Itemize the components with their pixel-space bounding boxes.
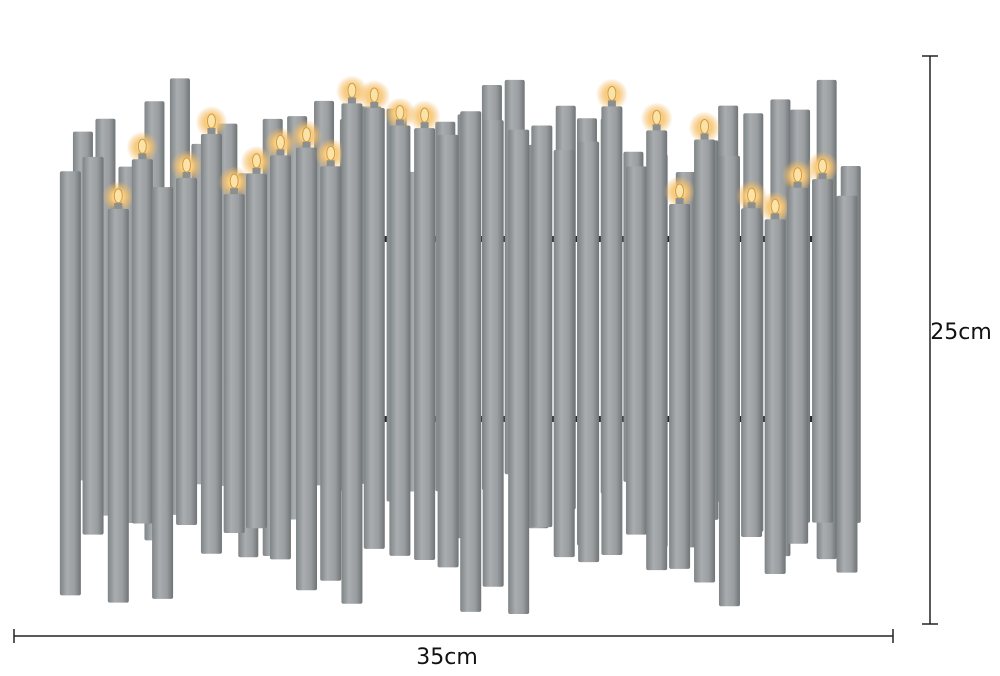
candle-cap <box>675 198 684 207</box>
bulb <box>113 188 123 204</box>
width-label: 35cm <box>416 645 478 670</box>
bulb <box>182 157 192 173</box>
tube <box>625 166 647 535</box>
tube <box>246 173 268 529</box>
tube <box>812 179 834 523</box>
tube <box>836 195 858 573</box>
candle-cap <box>326 160 335 169</box>
bulb <box>607 85 617 101</box>
tube <box>152 187 174 599</box>
tube <box>437 134 459 568</box>
tube <box>176 177 198 525</box>
bulb <box>369 87 379 103</box>
bulb <box>420 107 430 123</box>
tube <box>601 106 623 556</box>
tube <box>269 155 291 560</box>
candle-cap <box>420 122 429 131</box>
candle-cap <box>276 149 285 158</box>
bulb <box>395 104 405 120</box>
tube <box>389 125 411 556</box>
tube <box>718 155 740 607</box>
candle-cap <box>302 141 311 150</box>
bulb <box>206 113 216 129</box>
candle-cap <box>114 202 123 211</box>
wall-sconce <box>59 75 861 615</box>
tube <box>200 134 222 554</box>
candle-cap <box>207 128 216 137</box>
bulb <box>347 82 357 98</box>
bulb <box>137 138 147 154</box>
bulb <box>675 183 685 199</box>
bulb <box>252 153 262 169</box>
tube <box>508 129 530 615</box>
candle-cap <box>138 153 147 162</box>
tube <box>787 187 809 544</box>
candle-cap <box>182 171 191 180</box>
candle-cap <box>607 100 616 109</box>
bulb <box>229 173 239 189</box>
candle-cap <box>652 124 661 133</box>
tube <box>460 111 482 612</box>
bulb <box>700 118 710 134</box>
candle-cap <box>747 202 756 211</box>
tube <box>764 219 786 574</box>
candle-cap <box>252 167 261 176</box>
bulb <box>747 187 757 203</box>
tube <box>320 166 342 581</box>
tube <box>741 208 763 537</box>
candle-cap <box>793 181 802 190</box>
tube <box>59 171 81 596</box>
tube <box>341 103 363 604</box>
height-dimension: 25cm <box>922 55 992 625</box>
height-label: 25cm <box>930 320 992 345</box>
tube <box>223 194 245 533</box>
tube <box>553 149 575 558</box>
bulb <box>302 127 312 143</box>
bulb <box>326 145 336 161</box>
tube <box>669 204 691 569</box>
bulb <box>652 109 662 125</box>
bulb <box>793 167 803 183</box>
tube <box>296 147 318 591</box>
bulb <box>818 158 828 174</box>
bulb <box>770 198 780 214</box>
width-dimension: 35cm <box>13 629 894 670</box>
candle-cap <box>395 119 404 128</box>
tube <box>107 208 129 603</box>
candle-cap <box>700 133 709 142</box>
tube <box>578 141 600 563</box>
tube <box>482 120 504 587</box>
tube <box>694 139 716 583</box>
tube <box>363 107 385 549</box>
tube <box>414 128 436 561</box>
bulb <box>275 134 285 150</box>
tube <box>531 125 553 528</box>
candle-cap <box>230 188 239 197</box>
tube <box>82 156 104 535</box>
tube <box>131 159 153 524</box>
tube <box>646 130 668 571</box>
candle-cap <box>347 97 356 106</box>
candle-cap <box>370 101 379 110</box>
candle-cap <box>771 213 780 222</box>
candle-cap <box>818 173 827 182</box>
